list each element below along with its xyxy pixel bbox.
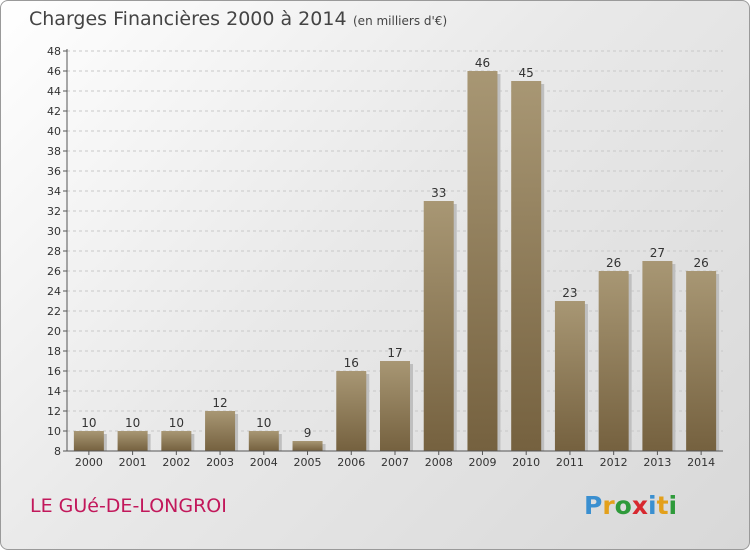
- y-tick-label: 44: [47, 85, 61, 98]
- y-tick-label: 26: [47, 265, 61, 278]
- bar-2000: [73, 431, 104, 451]
- bar-2013: [642, 261, 673, 451]
- bar-value-label: 9: [304, 426, 312, 440]
- y-tick-label: 16: [47, 365, 61, 378]
- bar-value-label: 12: [212, 396, 227, 410]
- x-tick-label: 2002: [162, 456, 190, 469]
- bar-value-label: 26: [693, 256, 708, 270]
- chart-title: Charges Financières 2000 à 2014: [29, 8, 347, 30]
- y-tick-label: 24: [47, 285, 61, 298]
- x-tick-label: 2004: [250, 456, 278, 469]
- y-tick-label: 34: [47, 185, 61, 198]
- bar-2012: [598, 271, 629, 451]
- x-tick-label: 2010: [512, 456, 540, 469]
- bar-value-label: 46: [475, 56, 490, 70]
- y-tick-label: 42: [47, 105, 61, 118]
- x-tick-label: 2007: [381, 456, 409, 469]
- bar-value-label: 10: [81, 416, 96, 430]
- y-tick-label: 20: [47, 325, 61, 338]
- logo-letter: r: [602, 491, 615, 520]
- x-tick-label: 2012: [600, 456, 628, 469]
- x-tick-label: 2001: [119, 456, 147, 469]
- y-tick-label: 8: [54, 445, 61, 458]
- bar-value-label: 45: [519, 66, 534, 80]
- x-tick-label: 2008: [425, 456, 453, 469]
- y-tick-label: 10: [47, 425, 61, 438]
- y-tick-label: 14: [47, 385, 61, 398]
- y-tick-label: 36: [47, 165, 61, 178]
- bar-2009: [467, 71, 498, 451]
- bar-value-label: 17: [387, 346, 402, 360]
- logo-letter: x: [631, 491, 648, 520]
- y-tick-label: 38: [47, 145, 61, 158]
- x-tick-label: 2003: [206, 456, 234, 469]
- bar-2003: [205, 411, 236, 451]
- logo-letter: t: [656, 491, 669, 520]
- bar-2004: [248, 431, 279, 451]
- y-tick-label: 30: [47, 225, 61, 238]
- bar-2002: [161, 431, 192, 451]
- bar-2010: [511, 81, 542, 451]
- bar-value-label: 33: [431, 186, 446, 200]
- bar-value-label: 16: [344, 356, 359, 370]
- x-tick-label: 2013: [643, 456, 671, 469]
- logo-letter: i: [648, 491, 657, 520]
- place-name: LE GUé-DE-LONGROI: [30, 495, 227, 517]
- bar-value-label: 10: [256, 416, 271, 430]
- bar-2011: [554, 301, 585, 451]
- x-tick-label: 2006: [337, 456, 365, 469]
- x-tick-label: 2011: [556, 456, 584, 469]
- bar-value-label: 10: [125, 416, 140, 430]
- chart-subtitle: (en milliers d'€): [353, 14, 448, 28]
- y-tick-label: 22: [47, 305, 61, 318]
- x-axis-ticks: 2000 2001 2002 2003 2004 2005 2006 2007 2008 2009…: [75, 451, 715, 469]
- x-tick-label: 2009: [468, 456, 496, 469]
- axes: [66, 49, 723, 452]
- bar-2007: [380, 361, 410, 451]
- x-tick-label: 2014: [687, 456, 715, 469]
- bar-2001: [117, 431, 148, 451]
- y-tick-label: 28: [47, 245, 61, 258]
- y-tick-label: 32: [47, 205, 61, 218]
- y-axis-ticks: 8 10 12 14 16 18 20 22 24 26 28 30 32 34 36 38 40 42 44 46 4…: [47, 45, 67, 458]
- bar-value-label: 27: [650, 246, 665, 260]
- y-tick-label: 12: [47, 405, 61, 418]
- logo-letter: P: [584, 491, 603, 520]
- y-tick-label: 40: [47, 125, 61, 138]
- logo-letter: o: [614, 491, 632, 520]
- bar-2005: [292, 441, 323, 451]
- bars: 10 10 10 12 10 9 16 17 33 46 45 23 26 27 26: [73, 56, 720, 451]
- bar-2008: [423, 201, 454, 451]
- x-tick-label: 2000: [75, 456, 103, 469]
- logo-letter: i: [668, 491, 678, 520]
- y-tick-label: 18: [47, 345, 61, 358]
- bar-value-label: 10: [169, 416, 184, 430]
- bar-2014: [686, 271, 717, 451]
- proxiti-logo: Proxiti: [584, 491, 677, 520]
- x-tick-label: 2005: [294, 456, 322, 469]
- bar-2006: [336, 371, 367, 451]
- y-tick-label: 48: [47, 45, 61, 58]
- bar-value-label: 26: [606, 256, 621, 270]
- y-tick-label: 46: [47, 65, 61, 78]
- bar-value-label: 23: [562, 286, 577, 300]
